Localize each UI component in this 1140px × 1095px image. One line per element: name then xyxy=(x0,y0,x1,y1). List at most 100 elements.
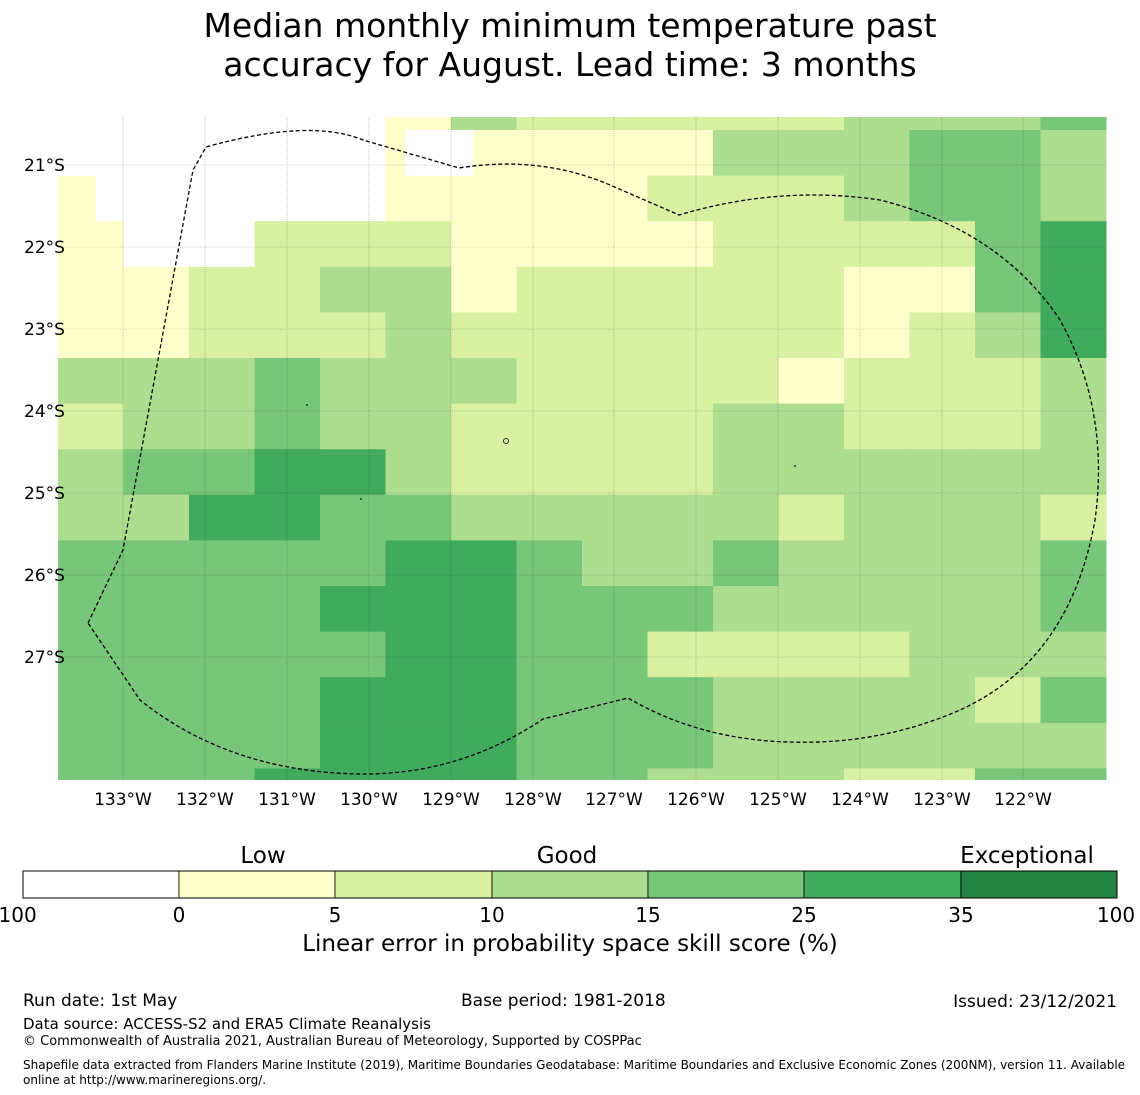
grid-cell xyxy=(451,266,517,313)
grid-cell xyxy=(975,130,1041,177)
grid-cell xyxy=(582,403,648,450)
grid-cell xyxy=(516,631,583,678)
grid-cell xyxy=(320,117,386,130)
grid-cell xyxy=(516,586,583,633)
grid-cell xyxy=(516,312,583,359)
grid-cell xyxy=(189,768,255,780)
grid-cell xyxy=(320,312,386,359)
grid-cell xyxy=(385,266,452,313)
grid-cell xyxy=(1040,266,1107,313)
grid-cell xyxy=(713,358,779,405)
grid-cell xyxy=(254,768,321,780)
grid-cell xyxy=(385,540,452,587)
grid-cell xyxy=(451,677,517,724)
grid-cell xyxy=(975,631,1041,678)
grid-cell xyxy=(778,130,845,177)
grid-cell xyxy=(582,631,648,678)
grid-cell xyxy=(123,403,190,450)
grid-cell xyxy=(516,358,583,405)
grid-cell xyxy=(58,266,124,313)
grid-cell xyxy=(975,540,1041,587)
grid-cell xyxy=(385,586,452,633)
grid-cell xyxy=(844,722,910,769)
grid-cell xyxy=(320,130,386,177)
grid-cell xyxy=(713,586,779,633)
eez-boundary xyxy=(87,129,1100,775)
grid-cell xyxy=(647,312,714,359)
grid-cells xyxy=(58,117,1107,780)
grid-cell xyxy=(713,130,779,177)
grid-cell xyxy=(582,221,648,268)
grid-cell xyxy=(647,722,714,769)
grid-cell xyxy=(189,403,255,450)
grid-cell xyxy=(58,722,124,769)
grid-cell xyxy=(451,175,517,222)
island-outline xyxy=(360,498,362,500)
grid-cell xyxy=(844,586,910,633)
grid-cell xyxy=(713,494,779,541)
grid-cell xyxy=(254,677,321,724)
grid-cell xyxy=(778,494,845,541)
grid-cell xyxy=(189,722,255,769)
grid-cell xyxy=(189,540,255,587)
title-line-1: Median monthly minimum temperature past xyxy=(203,6,937,45)
grid-cell xyxy=(123,722,190,769)
grid-cell xyxy=(516,677,583,724)
grid-cell xyxy=(451,312,517,359)
grid-cell xyxy=(1040,130,1107,177)
grid-cell xyxy=(909,631,976,678)
grid-cell xyxy=(189,449,255,496)
grid-cell xyxy=(320,586,386,633)
grid-cell xyxy=(975,586,1041,633)
grid-cell xyxy=(582,449,648,496)
grid-cell xyxy=(778,677,845,724)
colorbar-label-low: Low xyxy=(240,843,286,869)
latitude-labels: 21°S 22°S 23°S 24°S 25°S 26°S 27°S xyxy=(24,156,65,668)
longitude-label: 131°W xyxy=(258,790,316,810)
grid-cell xyxy=(909,722,976,769)
grid-cell xyxy=(778,586,845,633)
grid-cell xyxy=(123,312,190,359)
grid-cell xyxy=(451,631,517,678)
grid-cell xyxy=(189,494,255,541)
grid-cell xyxy=(320,175,386,222)
grid-cell xyxy=(713,449,779,496)
grid-cell xyxy=(189,266,255,313)
grid-cell xyxy=(713,403,779,450)
grid-cell xyxy=(909,540,976,587)
grid-cell xyxy=(778,768,845,780)
grid-cell xyxy=(844,540,910,587)
colorbar-tick: -100 xyxy=(0,903,37,927)
grid-cell xyxy=(975,312,1041,359)
grid-cell xyxy=(582,175,648,222)
graticule-lines xyxy=(58,117,1106,780)
no-data-cell xyxy=(58,130,235,176)
latitude-label: 24°S xyxy=(24,402,65,422)
colorbar-tick: 100 xyxy=(1096,903,1136,927)
grid-cell xyxy=(909,117,976,130)
grid-cell xyxy=(975,494,1041,541)
colorbar-tick: 10 xyxy=(479,903,505,927)
grid-cell xyxy=(909,494,976,541)
grid-cell xyxy=(582,494,648,541)
grid-cell xyxy=(385,175,452,222)
copyright: © Commonwealth of Australia 2021, Austra… xyxy=(23,1034,642,1049)
shapefile-credit-line-2: online at http://www.marineregions.org/. xyxy=(23,1073,267,1087)
grid-cell xyxy=(778,449,845,496)
latitude-label: 21°S xyxy=(24,156,65,176)
grid-cell xyxy=(451,768,517,780)
grid-cell xyxy=(975,768,1041,780)
longitude-label: 127°W xyxy=(585,790,643,810)
grid-cell xyxy=(909,130,976,177)
grid-cell xyxy=(189,677,255,724)
grid-cell xyxy=(451,358,517,405)
grid-cell xyxy=(320,266,386,313)
grid-cell xyxy=(516,266,583,313)
grid-cell xyxy=(320,449,386,496)
grid-cell xyxy=(778,221,845,268)
colorbar-tick: 0 xyxy=(172,903,186,927)
grid-cell xyxy=(582,677,648,724)
grid-cell xyxy=(58,586,124,633)
colorbar-tick: 15 xyxy=(635,903,661,927)
